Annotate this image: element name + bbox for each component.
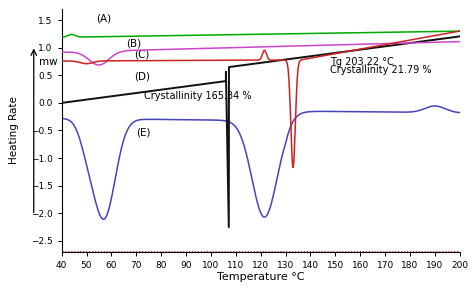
Text: Temperature °C: Temperature °C: [217, 272, 304, 282]
Text: Heating Rate: Heating Rate: [9, 96, 19, 165]
Text: Crystallinity 165.34 %: Crystallinity 165.34 %: [144, 91, 251, 100]
Text: Tg 203.22 °C: Tg 203.22 °C: [330, 57, 394, 68]
Text: mw: mw: [39, 56, 58, 67]
Text: (D): (D): [134, 72, 150, 82]
Text: (E): (E): [137, 128, 151, 138]
Text: Crystallinity 21.79 %: Crystallinity 21.79 %: [330, 64, 432, 75]
Text: (C): (C): [134, 50, 149, 60]
Text: (B): (B): [126, 39, 141, 49]
Text: (A): (A): [97, 13, 111, 23]
